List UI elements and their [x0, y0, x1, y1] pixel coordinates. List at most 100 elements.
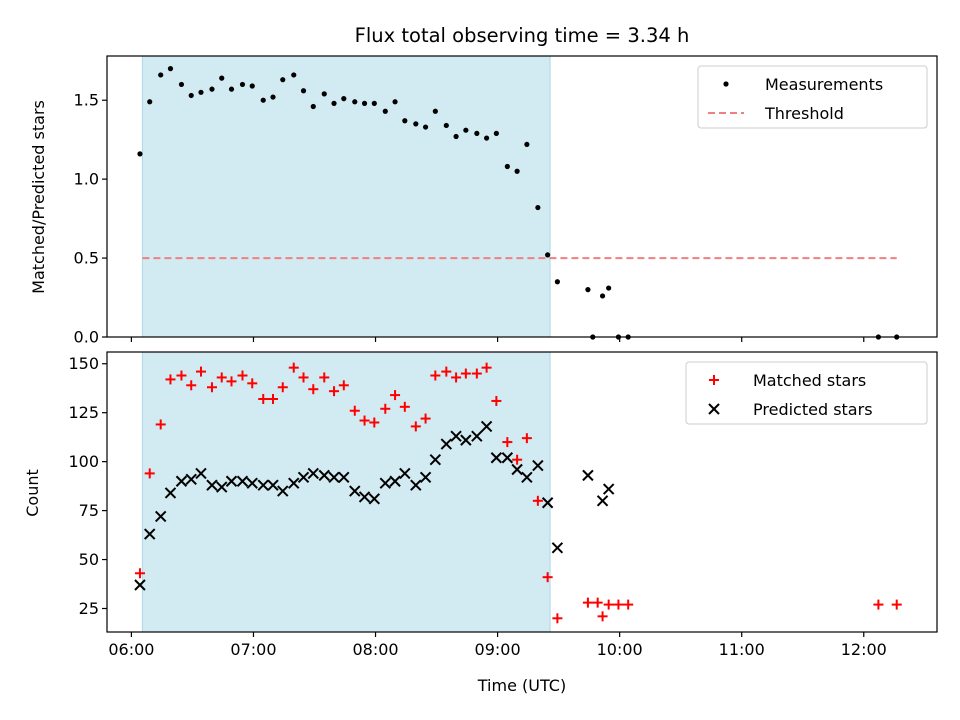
data-point	[298, 372, 309, 383]
data-point	[288, 477, 300, 489]
data-point	[399, 467, 411, 480]
data-point	[623, 599, 634, 610]
data-point	[246, 477, 258, 489]
data-point	[535, 204, 541, 211]
data-point	[331, 100, 337, 106]
x-tick-label: 12:00	[841, 640, 887, 659]
data-point	[280, 77, 286, 83]
data-point	[419, 471, 432, 484]
data-point	[147, 99, 153, 105]
data-point	[450, 430, 462, 442]
data-point	[144, 528, 156, 540]
data-point	[321, 91, 327, 97]
data-point	[291, 72, 297, 78]
data-point	[216, 481, 228, 493]
data-point	[493, 130, 499, 136]
legend-marker-measurements	[723, 81, 729, 87]
legend-box	[685, 361, 928, 425]
data-point	[319, 372, 330, 383]
data-point	[463, 127, 469, 133]
data-point	[602, 483, 615, 495]
data-point	[422, 124, 429, 130]
data-point	[432, 108, 438, 114]
data-point	[382, 108, 388, 114]
data-point	[198, 89, 204, 95]
data-point	[247, 378, 258, 389]
data-point	[257, 479, 269, 491]
top-panel: Matched/Predicted stars 0.0 0.5 1.0 1.5 Meas…	[29, 55, 938, 347]
data-point	[178, 81, 185, 88]
data-point	[307, 467, 319, 480]
data-point	[267, 479, 279, 491]
series-matched-stars	[134, 362, 902, 624]
data-point	[358, 491, 371, 503]
data-point	[349, 485, 361, 497]
data-point	[484, 135, 490, 141]
plot-frame	[106, 351, 938, 633]
legend: Matched stars Predicted stars	[685, 361, 928, 425]
bottom-ylabel: Count	[23, 469, 42, 517]
data-point	[137, 151, 143, 157]
legend-label: Predicted stars	[753, 400, 873, 419]
y-tick-label: 125	[68, 403, 99, 422]
data-point	[501, 452, 514, 464]
data-point	[369, 417, 380, 428]
data-point	[521, 433, 532, 444]
data-point	[440, 438, 453, 450]
data-point	[471, 430, 483, 442]
data-point	[195, 467, 207, 480]
data-point	[545, 252, 551, 258]
data-point	[551, 542, 564, 554]
data-point	[532, 459, 544, 472]
x-tick-label: 08:00	[352, 640, 398, 659]
data-point	[371, 100, 377, 106]
data-point	[511, 463, 523, 476]
data-point	[349, 405, 360, 416]
data-point	[225, 475, 238, 487]
legend-box	[697, 65, 928, 129]
data-point	[186, 380, 197, 391]
legend-marker-predicted	[708, 403, 720, 415]
data-point	[258, 393, 269, 404]
y-tick-label: 25	[79, 599, 99, 618]
data-point	[460, 368, 471, 379]
y-tick-label: 0.5	[74, 249, 99, 268]
data-point	[413, 121, 419, 127]
data-point	[134, 568, 145, 579]
data-point	[260, 97, 266, 103]
data-point	[504, 163, 510, 170]
data-point	[460, 434, 472, 446]
data-point	[158, 72, 164, 78]
bottom-panel: Count 25 50 75 100 125 150 06:00 07:00 08:00 09:0…	[23, 351, 938, 659]
data-point	[585, 287, 591, 293]
data-point	[521, 471, 533, 484]
data-point	[592, 597, 603, 608]
data-point	[490, 452, 503, 464]
data-point	[216, 372, 227, 383]
data-point	[532, 495, 543, 506]
data-point	[361, 100, 368, 106]
data-point	[144, 468, 155, 479]
data-point	[352, 99, 358, 105]
data-point	[480, 420, 493, 433]
data-point	[420, 413, 431, 424]
data-point	[219, 75, 225, 81]
data-point	[164, 487, 177, 499]
data-point	[154, 510, 167, 523]
y-tick-label: 100	[68, 452, 99, 471]
data-point	[209, 86, 215, 92]
data-point	[379, 477, 392, 489]
data-point	[597, 611, 608, 622]
data-point	[443, 122, 449, 129]
data-point	[300, 88, 307, 94]
legend-label: Measurements	[765, 75, 883, 94]
data-point	[277, 485, 289, 497]
data-point	[491, 395, 502, 406]
data-point	[410, 479, 422, 491]
y-tick-label: 1.0	[74, 170, 99, 189]
data-point	[236, 475, 249, 487]
data-point	[176, 370, 187, 381]
data-point	[891, 599, 902, 610]
data-point	[134, 579, 146, 591]
observing-window-span	[141, 55, 551, 338]
